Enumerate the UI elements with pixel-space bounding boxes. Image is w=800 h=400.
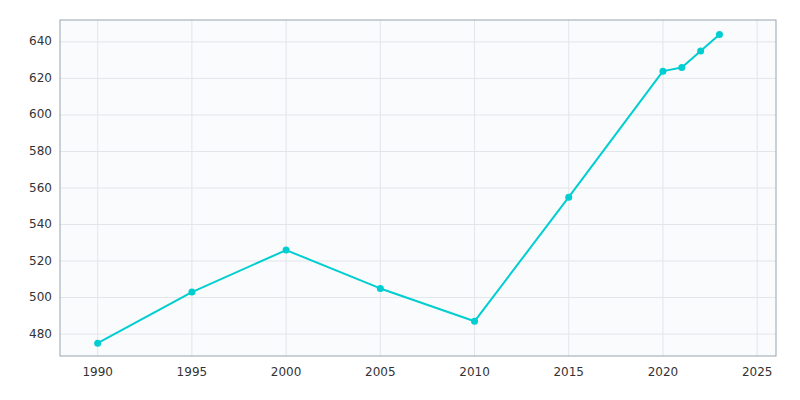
y-tick-label: 500 <box>29 290 52 304</box>
x-tick-label: 2025 <box>742 365 773 379</box>
y-tick-label: 480 <box>29 327 52 341</box>
line <box>98 35 720 344</box>
point-marker <box>697 48 704 55</box>
y-tick-label: 620 <box>29 71 52 85</box>
point-marker <box>659 68 666 75</box>
y-grid-line <box>60 78 776 79</box>
y-tick-label: 600 <box>29 107 52 121</box>
chart-container: 480 500 520 540 560 580 600 620 640 1990 1995 2000 2… <box>0 0 800 400</box>
y-tick-label: 540 <box>29 217 52 231</box>
x-grid-line <box>380 20 381 356</box>
tick-labels: 480 500 520 540 560 580 600 620 640 1990 1995 2000 2… <box>29 34 772 379</box>
x-grid-line <box>286 20 287 356</box>
y-grid-line <box>60 151 776 152</box>
point-marker <box>188 289 195 296</box>
y-grid-line <box>60 41 776 42</box>
y-grid-line <box>60 188 776 189</box>
x-tick-label: 1995 <box>177 365 208 379</box>
x-tick-label: 2005 <box>365 365 396 379</box>
x-tick-label: 2010 <box>459 365 490 379</box>
y-tick-label: 640 <box>29 34 52 48</box>
point-marker <box>377 285 384 292</box>
y-grid-line <box>60 297 776 298</box>
y-grid-line <box>60 114 776 115</box>
chart-svg: 480 500 520 540 560 580 600 620 640 1990 1995 2000 2… <box>0 0 800 400</box>
y-grid-line <box>60 261 776 262</box>
point-marker <box>471 318 478 325</box>
point-marker <box>94 340 101 347</box>
plot-frame <box>60 20 776 356</box>
y-tick-label: 560 <box>29 181 52 195</box>
data-layer <box>94 31 723 347</box>
point-marker <box>283 247 290 254</box>
plot-background <box>60 20 776 356</box>
x-tick-label: 2015 <box>553 365 584 379</box>
x-tick-label: 2000 <box>271 365 302 379</box>
x-grid-line <box>191 20 192 356</box>
x-grid-line <box>474 20 475 356</box>
y-tick-label: 520 <box>29 254 52 268</box>
y-grid-line <box>60 334 776 335</box>
grid <box>60 20 776 356</box>
y-grid-line <box>60 224 776 225</box>
x-tick-label: 2020 <box>648 365 679 379</box>
x-grid-line <box>568 20 569 356</box>
x-grid-line <box>757 20 758 356</box>
point-marker <box>678 64 685 71</box>
point-marker <box>565 194 572 201</box>
y-tick-label: 580 <box>29 144 52 158</box>
x-tick-label: 1990 <box>82 365 113 379</box>
point-marker <box>716 31 723 38</box>
x-grid-line <box>97 20 98 356</box>
